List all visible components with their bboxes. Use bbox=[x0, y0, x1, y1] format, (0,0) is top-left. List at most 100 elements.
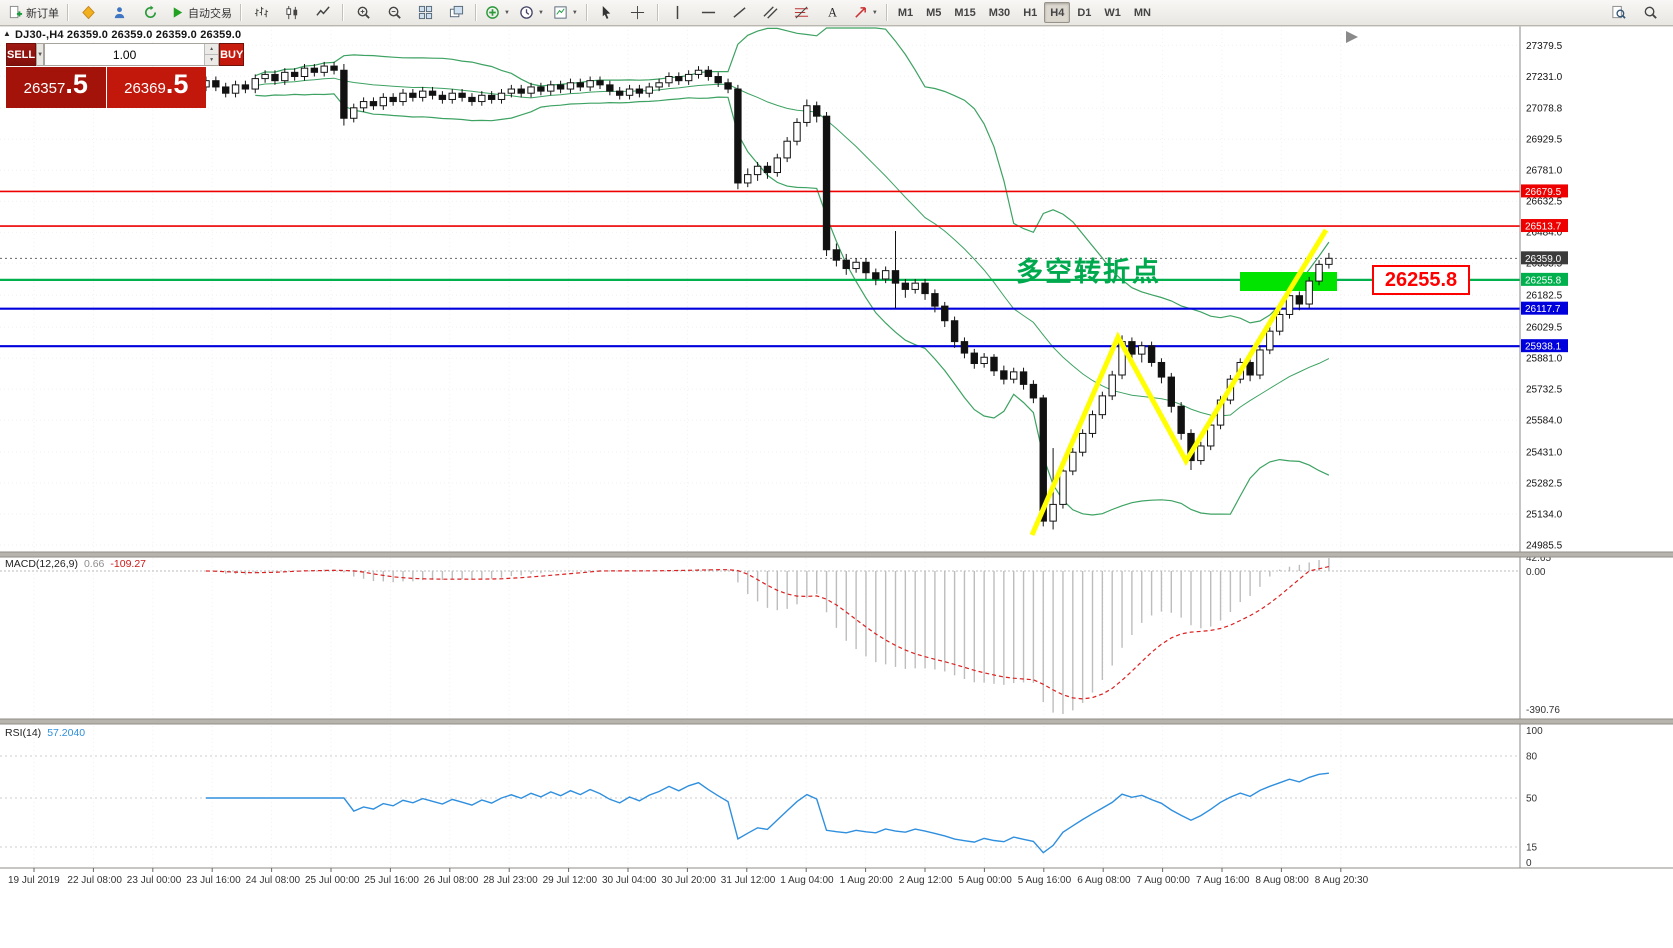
zoom-in-button[interactable] bbox=[348, 1, 378, 25]
toolbar-separator bbox=[67, 4, 69, 21]
chevron-down-icon: ▼ bbox=[871, 9, 878, 16]
text-label-button[interactable]: A bbox=[818, 1, 848, 25]
svg-text:A: A bbox=[828, 6, 837, 20]
one-click-trading-widget: SELL ▼ ▲▼ BUY 26357.5 26369.5 bbox=[6, 43, 245, 108]
time-axis-label: 1 Aug 20:00 bbox=[840, 875, 894, 886]
volume-down-icon[interactable]: ▼ bbox=[205, 55, 219, 65]
tf-h4-button[interactable]: H4 bbox=[1044, 2, 1071, 23]
price-level-badge bbox=[1521, 272, 1568, 286]
tf-m30-button[interactable]: M30 bbox=[988, 6, 1011, 19]
time-axis-label: 29 Jul 12:00 bbox=[543, 875, 598, 886]
autotrading-button-label: 自动交易 bbox=[188, 7, 232, 20]
time-axis[interactable]: 19 Jul 2019 22 Jul 08:00 23 Jul 00:00 23 Ju… bbox=[8, 868, 1369, 886]
templates-icon bbox=[553, 5, 568, 20]
toolbar-separator bbox=[656, 4, 659, 21]
time-axis-label: 31 Jul 12:00 bbox=[721, 875, 776, 886]
indicator-axis-label: 42.65 bbox=[1526, 553, 1551, 564]
search-button[interactable] bbox=[1635, 1, 1665, 25]
metaeditor-button[interactable] bbox=[73, 1, 103, 25]
price-tag-label[interactable]: 26255.8 bbox=[1372, 265, 1470, 295]
cursor-button[interactable] bbox=[592, 1, 622, 25]
price-axis[interactable]: 27379.5 27231.0 27078.8 26929.5 26781.0 26632… bbox=[1519, 26, 1673, 868]
crosshair-button[interactable] bbox=[623, 1, 653, 25]
autotrading-button[interactable]: 自动交易 bbox=[166, 1, 236, 25]
toolbar-separator bbox=[240, 4, 242, 21]
chart-bars-button[interactable] bbox=[246, 1, 276, 25]
sell-button[interactable]: SELL bbox=[6, 43, 37, 66]
time-axis-label: 23 Jul 00:00 bbox=[127, 875, 182, 886]
volume-up-icon[interactable]: ▲ bbox=[205, 44, 219, 55]
templates-button[interactable]: ▼ bbox=[549, 1, 582, 25]
price-level-badge bbox=[1521, 184, 1568, 198]
indicator-axis-label: 80 bbox=[1526, 752, 1538, 763]
toolbar-separator bbox=[885, 4, 888, 21]
macd-histogram bbox=[215, 558, 1330, 714]
arrows-button[interactable]: ▼ bbox=[849, 1, 882, 25]
refresh-button[interactable] bbox=[135, 1, 165, 25]
sell-price[interactable]: 26357.5 bbox=[6, 67, 106, 108]
time-axis-label: 6 Aug 08:00 bbox=[1077, 875, 1131, 886]
time-axis-label: 19 Jul 2019 bbox=[8, 875, 60, 886]
turning-point-annotation[interactable]: 多空转折点 bbox=[1016, 257, 1161, 287]
macd-indicator-label: MACD(12,26,9) 0.66 -109.27 bbox=[5, 558, 152, 570]
svg-text:25938.1: 25938.1 bbox=[1525, 342, 1562, 353]
chart-candles-button[interactable] bbox=[277, 1, 307, 25]
cascade-windows-button[interactable] bbox=[441, 1, 471, 25]
tf-d1-button[interactable]: D1 bbox=[1077, 6, 1092, 19]
equidistant-channel-button[interactable] bbox=[756, 1, 786, 25]
indicators-icon bbox=[485, 5, 500, 20]
price-axis-label: 27379.5 bbox=[1526, 41, 1563, 52]
zigzag-annotation[interactable] bbox=[1029, 228, 1329, 536]
volume-spinner[interactable]: ▲ ▼ bbox=[204, 44, 219, 65]
chart-shift-marker[interactable] bbox=[1346, 31, 1358, 43]
profile-button[interactable] bbox=[104, 1, 134, 25]
price-axis-label: 26632.5 bbox=[1526, 197, 1563, 208]
tile-windows-button[interactable] bbox=[410, 1, 440, 25]
vertical-line-button[interactable] bbox=[663, 1, 693, 25]
search-symbols-button[interactable] bbox=[1603, 1, 1633, 25]
zoom-out-button[interactable] bbox=[379, 1, 409, 25]
fibonacci-button[interactable] bbox=[787, 1, 817, 25]
volume-field: ▲▼ bbox=[44, 43, 220, 66]
bollinger-bands bbox=[255, 27, 1330, 516]
price-axis-label: 25134.0 bbox=[1526, 510, 1563, 521]
price-level-badge bbox=[1521, 301, 1568, 315]
buy-price-main: 26369 bbox=[124, 80, 166, 97]
horizontal-line-button[interactable] bbox=[694, 1, 724, 25]
buy-price[interactable]: 26369.5 bbox=[106, 67, 206, 108]
new-order-button-label: 新订单 bbox=[26, 7, 59, 20]
one-click-toggle[interactable]: ▲ bbox=[3, 29, 11, 38]
tf-h1-button[interactable]: H1 bbox=[1023, 6, 1038, 19]
time-axis-label: 1 Aug 04:00 bbox=[780, 875, 834, 886]
time-axis-label: 8 Aug 20:30 bbox=[1315, 875, 1369, 886]
panel-splitters[interactable] bbox=[0, 25, 1673, 869]
indicators-button[interactable]: ▼ bbox=[481, 1, 514, 25]
time-axis-label: 7 Aug 16:00 bbox=[1196, 875, 1250, 886]
tile-windows-icon bbox=[418, 5, 433, 20]
trendline-icon bbox=[732, 5, 747, 20]
svg-text:26359.0: 26359.0 bbox=[1525, 254, 1562, 265]
periods-button[interactable]: ▼ bbox=[515, 1, 548, 25]
cursor-icon bbox=[599, 5, 614, 20]
tf-m1-button[interactable]: M1 bbox=[897, 6, 914, 19]
periods-icon bbox=[519, 5, 534, 20]
time-axis-label: 25 Jul 16:00 bbox=[364, 875, 419, 886]
svg-text:26513.7: 26513.7 bbox=[1525, 222, 1562, 233]
tf-w1-button[interactable]: W1 bbox=[1104, 6, 1121, 19]
trendline-button[interactable] bbox=[725, 1, 755, 25]
tf-m15-button[interactable]: M15 bbox=[954, 6, 976, 19]
macd-signal-value: -109.27 bbox=[110, 558, 147, 570]
horizontal-level-lines[interactable] bbox=[0, 190, 1520, 348]
price-axis-label: 25282.5 bbox=[1526, 479, 1563, 490]
time-axis-label: 7 Aug 00:00 bbox=[1137, 875, 1191, 886]
zoom-in-icon bbox=[356, 5, 371, 20]
new-order-button[interactable]: 新订单 bbox=[4, 1, 63, 25]
tf-mn-button[interactable]: MN bbox=[1133, 6, 1151, 19]
order-type-dropdown[interactable]: ▼ bbox=[36, 43, 45, 66]
time-axis-label: 30 Jul 20:00 bbox=[661, 875, 716, 886]
chart-line-button[interactable] bbox=[308, 1, 338, 25]
buy-button[interactable]: BUY bbox=[219, 43, 245, 66]
tf-m5-button[interactable]: M5 bbox=[926, 6, 942, 19]
volume-input[interactable] bbox=[45, 44, 205, 65]
